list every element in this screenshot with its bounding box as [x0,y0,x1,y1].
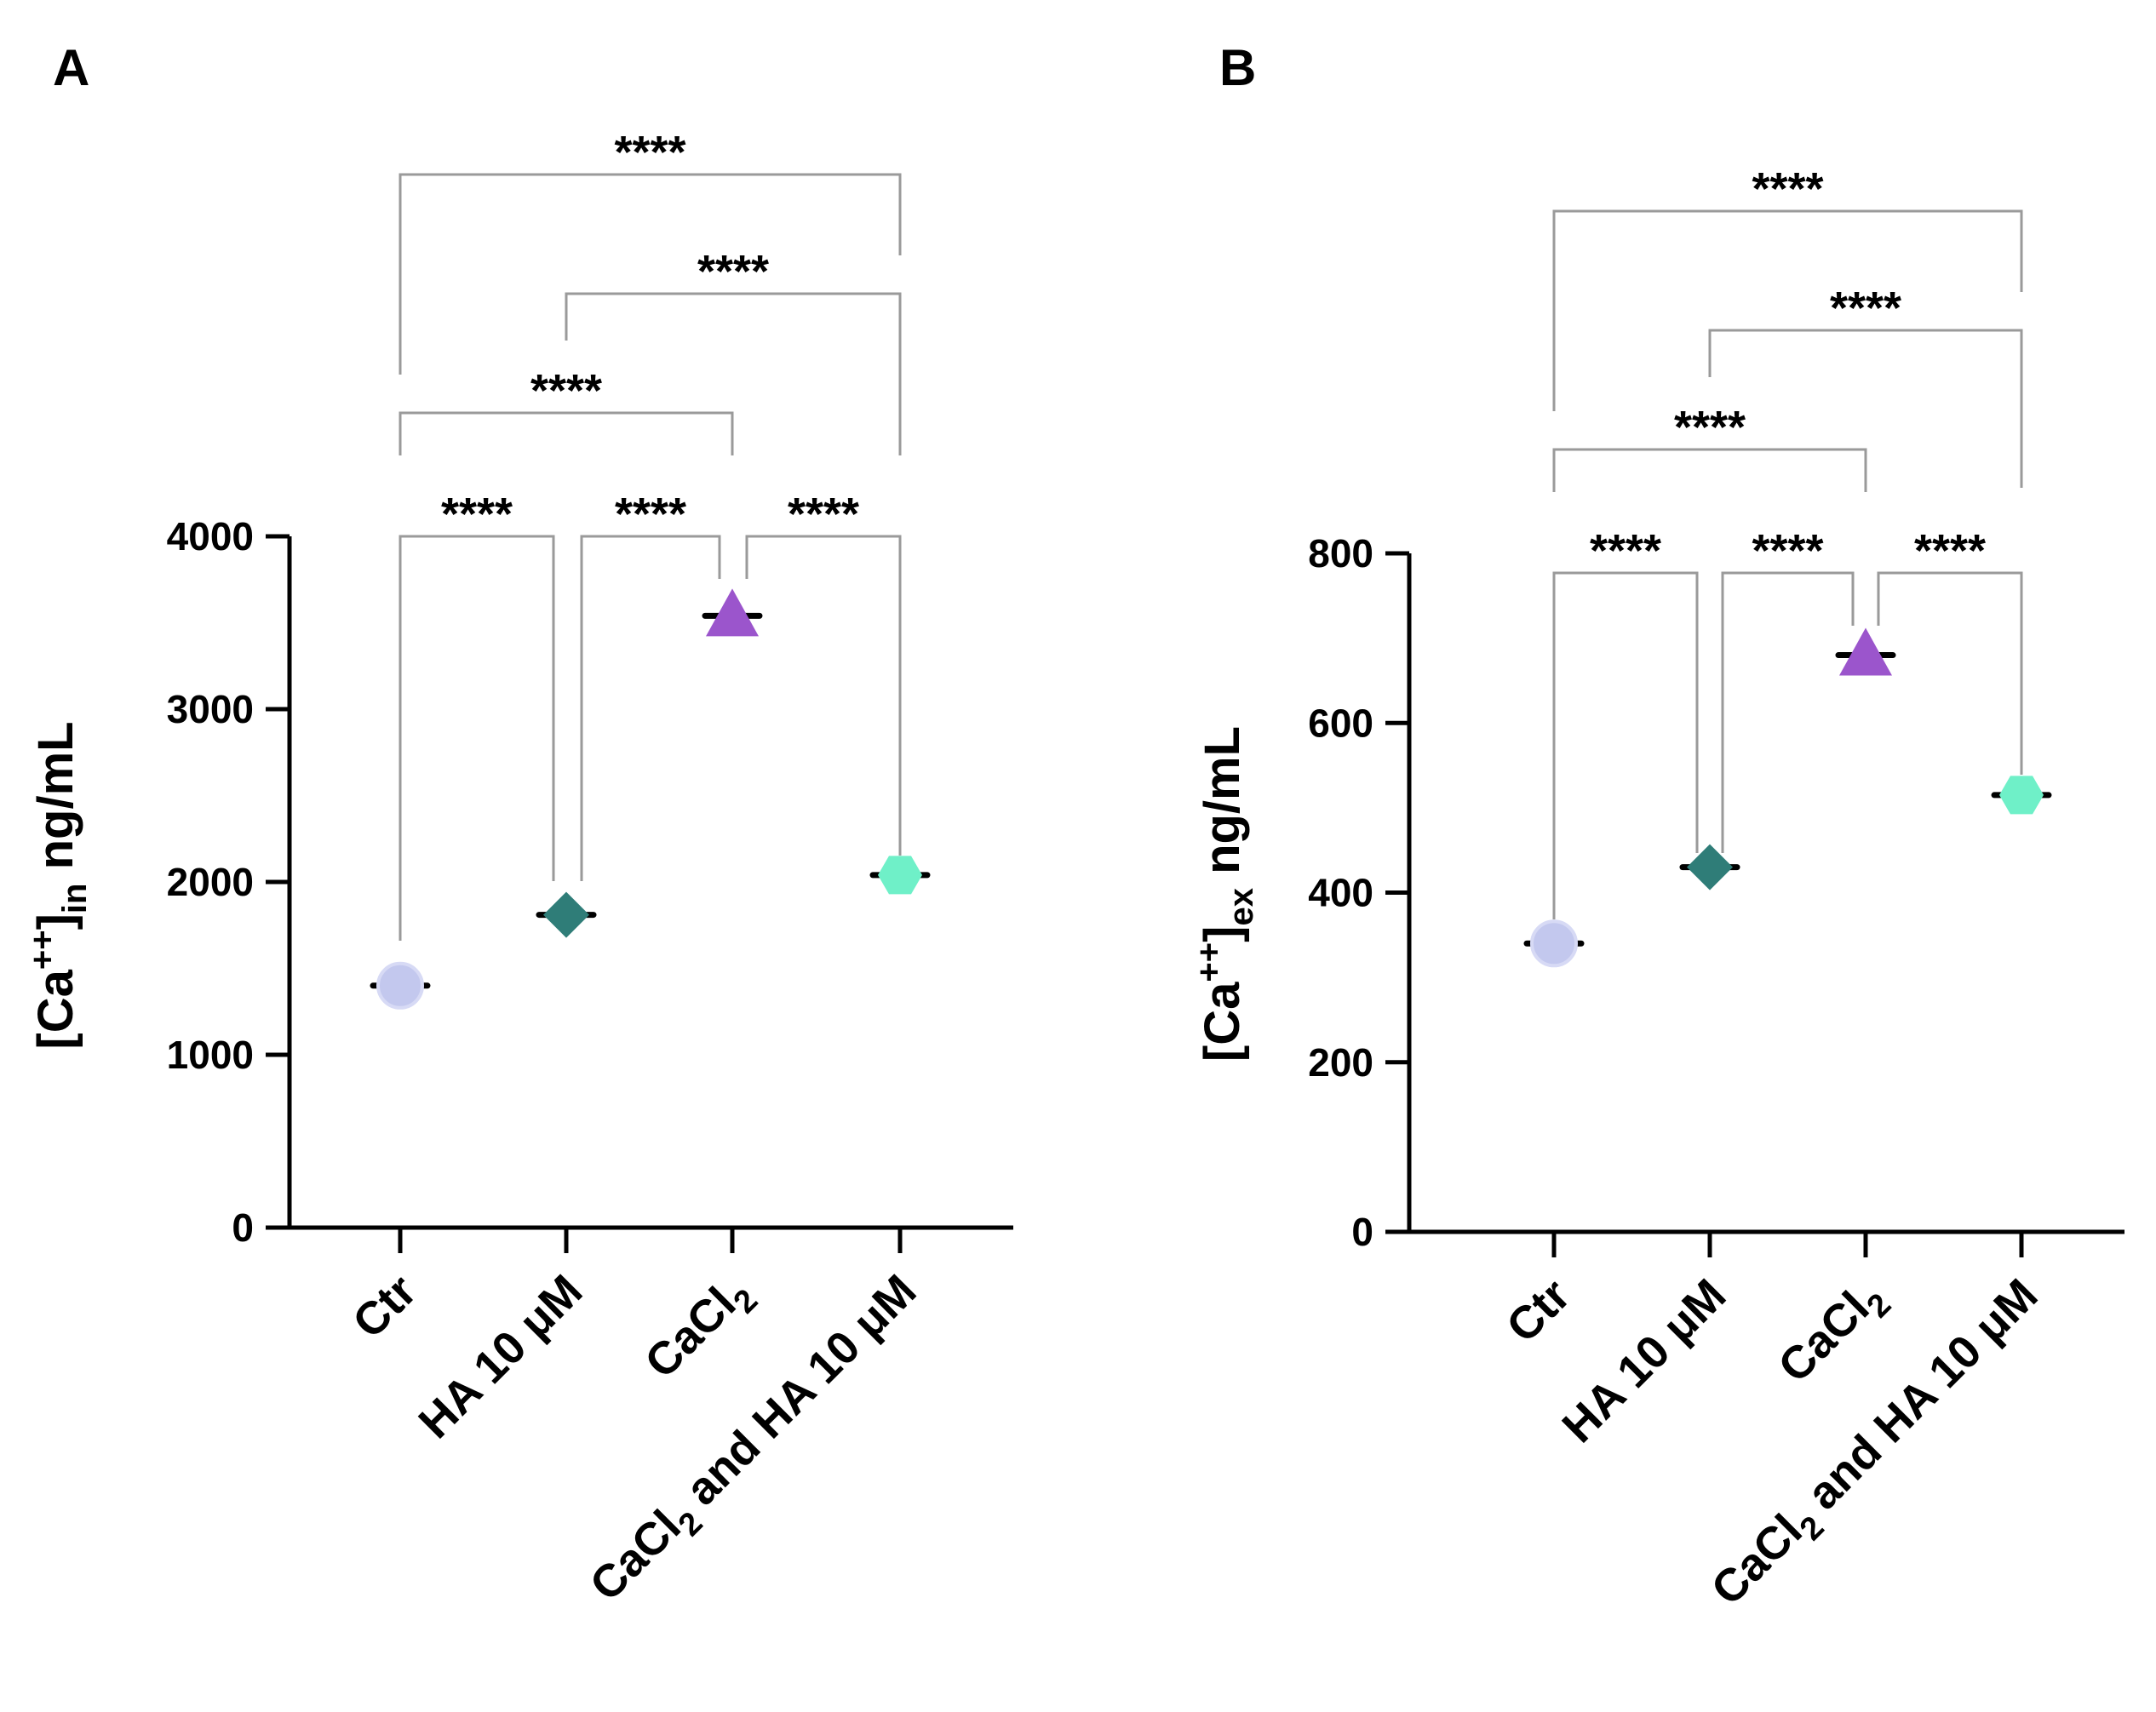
x-tick-label: HA 10 μM [1552,1269,1735,1452]
significance-bracket [399,173,902,375]
significance-label: **** [1674,402,1746,453]
y-tick-label: 3000 [167,687,254,731]
y-tick-label: 200 [1308,1040,1373,1085]
significance-label: **** [530,365,602,416]
panel-letter: A [53,39,89,96]
significance-label: **** [788,489,859,540]
x-tick-label: HA 10 μM [409,1265,592,1448]
significance-bracket [745,535,902,856]
x-tick-label: Ctr [343,1265,427,1348]
x-tick-label: CaCl2 and HA 10 μM [580,1265,932,1618]
y-tick-label: 2000 [167,860,254,904]
y-axis-title-main: [Ca [1195,982,1250,1062]
y-tick-label: 400 [1308,871,1373,915]
y-axis-title-superscript: ++ [1190,942,1228,982]
significance-bracket [565,292,902,455]
significance-bracket [580,535,721,881]
y-axis-title: [Ca++]ex ng/mL [1190,726,1260,1062]
y-axis-title-unit: ng/mL [28,721,83,883]
x-tick-label: CaCl2 [1769,1269,1898,1399]
significance-label: **** [1752,163,1823,215]
data-point-diamond [1687,844,1733,890]
data-point-circle [1530,919,1578,968]
significance-label: **** [441,489,513,540]
significance-label: **** [697,246,769,297]
x-tick-label-main: Ctr [343,1265,427,1348]
significance-bracket [399,535,555,941]
significance-bracket [1877,571,2023,775]
data-point-triangle [706,588,759,637]
y-axis-title-bracket: ] [1195,926,1250,942]
y-tick-label: 800 [1308,531,1373,575]
y-tick-label: 1000 [167,1033,254,1077]
y-tick-label: 0 [232,1205,254,1250]
x-tick-label: Ctr [1497,1269,1580,1353]
data-point-circle [376,961,424,1010]
x-tick-label: CaCl2 [635,1265,765,1394]
significance-bracket [1552,571,1699,919]
y-axis-title-subscript: ex [1223,888,1260,926]
significance-label: **** [1752,525,1823,576]
y-axis-title-bracket: ] [28,913,83,930]
significance-bracket [1708,329,2023,488]
x-tick-label-main: Ctr [1497,1269,1580,1353]
y-axis-title-superscript: ++ [24,930,61,970]
y-axis-title-subscript: in [56,884,94,914]
y-tick-label: 600 [1308,701,1373,745]
y-tick-label: 0 [1351,1210,1373,1254]
significance-label: **** [1914,525,1986,576]
data-point-triangle [1839,627,1892,676]
y-tick-label: 4000 [167,514,254,558]
data-point-diamond [543,891,589,938]
y-axis-title-main: [Ca [28,969,83,1049]
y-axis-title-unit: ng/mL [1195,726,1250,888]
significance-label: **** [614,127,685,178]
data-point-hexagon [878,856,922,895]
significance-label: **** [1830,283,1901,334]
x-tick-label: CaCl2 and HA 10 μM [1701,1269,2054,1622]
significance-label: **** [1590,525,1661,576]
significance-label: **** [615,489,686,540]
significance-bracket [1552,209,2023,411]
y-axis-title: [Ca++]in ng/mL [24,721,94,1049]
data-point-hexagon [1999,776,2044,815]
x-tick-label-main: HA 10 μM [409,1265,592,1448]
significance-bracket [1552,448,1867,492]
panel-letter: B [1219,39,1256,96]
x-tick-label-main: HA 10 μM [1552,1269,1735,1452]
significance-bracket [399,411,734,455]
significance-bracket [1721,571,1855,853]
